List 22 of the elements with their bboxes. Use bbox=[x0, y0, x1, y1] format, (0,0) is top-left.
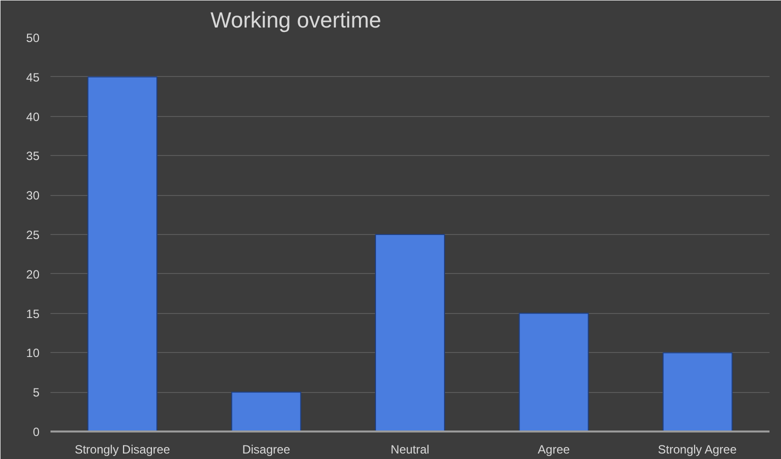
y-tick-label: 35 bbox=[26, 149, 40, 164]
x-tick-label: Agree bbox=[538, 442, 570, 456]
x-tick-label: Neutral bbox=[390, 442, 430, 456]
x-tick-label: Disagree bbox=[242, 442, 291, 456]
y-tick-label: 30 bbox=[26, 188, 40, 203]
bar bbox=[374, 234, 446, 432]
bar bbox=[662, 352, 733, 432]
y-tick-label: 20 bbox=[26, 267, 40, 282]
bar bbox=[518, 312, 589, 432]
y-tick-label: 25 bbox=[26, 228, 40, 242]
y-tick-label: 45 bbox=[26, 70, 40, 84]
y-tick-label: 15 bbox=[26, 306, 40, 321]
y-tick-label: 40 bbox=[26, 110, 40, 124]
y-tick-label: 0 bbox=[32, 425, 40, 439]
chart-title: Working overtime bbox=[210, 8, 382, 32]
y-tick-label: 5 bbox=[32, 386, 40, 400]
x-tick-label: Strongly Agree bbox=[658, 442, 737, 456]
y-tick-label: 10 bbox=[26, 346, 40, 360]
bar bbox=[231, 392, 302, 432]
bar bbox=[87, 76, 158, 432]
x-tick-label: Strongly Disagree bbox=[74, 442, 170, 456]
y-tick-label: 50 bbox=[26, 31, 40, 45]
